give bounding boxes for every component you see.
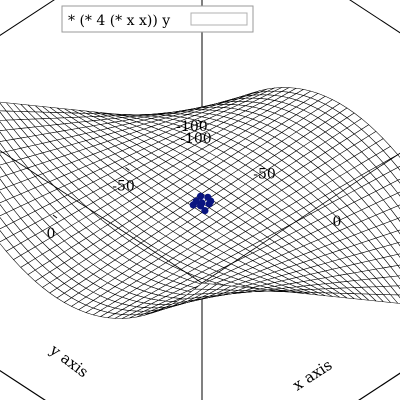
scatter-points	[189, 192, 215, 215]
x-tick-label-back: 0	[333, 214, 342, 230]
data-point	[196, 192, 205, 200]
legend-swatch	[190, 12, 248, 26]
axis-ticks	[52, 119, 203, 219]
mesh-cell	[0, 178, 7, 191]
legend-label: * (* 4 (* x x)) y	[68, 13, 170, 29]
data-point	[207, 197, 215, 205]
mesh-cell	[0, 142, 7, 154]
mesh-cell	[0, 102, 7, 112]
y-tick	[197, 119, 203, 124]
mesh-cell	[0, 131, 7, 142]
x-tick-label-back: -100	[176, 119, 207, 135]
mesh-cell	[0, 154, 7, 166]
box-edge-top-right	[201, 152, 400, 284]
box-front-edges	[0, 150, 400, 400]
data-point	[198, 199, 206, 207]
mesh-cell	[0, 166, 7, 178]
x-tick-label-back: -50	[253, 167, 276, 183]
y-tick-label: -100	[180, 131, 211, 147]
data-point	[201, 207, 209, 215]
mesh-cell	[0, 111, 7, 121]
mesh-cell	[0, 121, 7, 131]
mesh-cell	[0, 204, 7, 217]
y-tick	[125, 167, 130, 171]
mesh-cell	[0, 230, 7, 243]
axis-labels: -100-50050100-100-50050100-100-50050100-…	[47, 119, 342, 242]
box-edge-bottom-front	[0, 369, 46, 400]
legend: * (* 4 (* x x)) y	[61, 5, 254, 33]
mesh-cell	[0, 191, 7, 204]
box-edge-top-front	[0, 150, 203, 284]
y-axis-title: y axis	[46, 340, 92, 381]
data-point	[192, 197, 200, 205]
y-tick-label: 0	[47, 226, 56, 242]
y-tick	[52, 214, 58, 219]
y-tick-label: -50	[112, 179, 135, 195]
surface-mesh	[0, 87, 400, 319]
x-axis-title: x axis	[289, 356, 335, 395]
mesh-cell	[0, 217, 7, 230]
